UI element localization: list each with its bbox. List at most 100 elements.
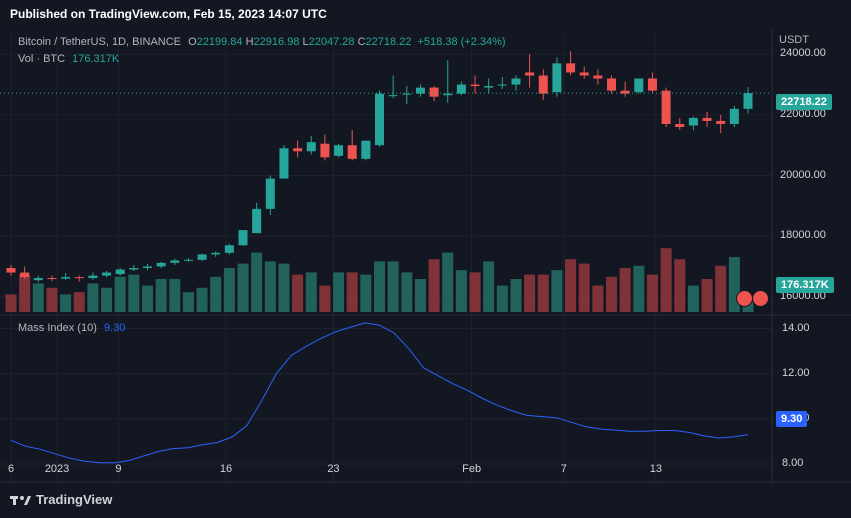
volume-bar [292, 274, 304, 312]
candle-body [497, 84, 507, 86]
candle-body [552, 63, 562, 93]
candle-body [265, 178, 275, 209]
candle-body [334, 145, 344, 156]
volume-bar [114, 276, 126, 312]
mass-tick-label: 12.00 [782, 366, 810, 379]
symbol-legend[interactable]: Bitcoin / TetherUS, 1D, BINANCE O22199.8… [18, 36, 506, 48]
candle-body [252, 208, 262, 234]
volume-bar [196, 287, 208, 312]
mass-index-value: 9.30 [103, 322, 126, 334]
candle-body [634, 78, 644, 93]
time-tick-label: 9 [115, 463, 121, 475]
price-candles [6, 51, 753, 283]
candle-body [607, 78, 617, 91]
candle-body [620, 90, 630, 94]
volume-bar [537, 274, 549, 312]
volume-bar [319, 285, 331, 312]
volume-bar [524, 274, 536, 312]
candle-body [20, 272, 30, 278]
price-tick-label: 20000.00 [780, 168, 826, 181]
volume-bar [210, 276, 222, 312]
time-tick-label: Feb [462, 463, 481, 475]
volume-bar [565, 259, 577, 312]
candle-body [743, 93, 753, 109]
currency-label: USDT [779, 34, 809, 46]
last-price-badge: 22718.22 [776, 94, 832, 110]
candle-body [61, 277, 71, 279]
volume-bar [483, 261, 495, 312]
candle-body [716, 120, 726, 124]
candle-body [579, 72, 589, 76]
us-flag-icon[interactable] [752, 290, 769, 307]
candle-body [402, 93, 412, 95]
low-value: 22047.28 [308, 36, 355, 48]
candle-body [129, 268, 139, 270]
candle-body [593, 75, 603, 79]
time-tick-label: 13 [650, 463, 662, 475]
candle-body [320, 143, 330, 158]
volume-bar [46, 287, 58, 312]
mass-index-legend[interactable]: Mass Index (10) 9.30 [18, 322, 125, 334]
volume-bar [223, 268, 235, 312]
volume-bar [360, 274, 372, 312]
candle-body [511, 78, 521, 85]
candle-body [142, 266, 152, 269]
volume-bar [496, 285, 508, 312]
volume-bar [633, 265, 645, 312]
candle-body [279, 148, 289, 179]
volume-bar [715, 265, 727, 312]
mass-tick-label: 14.00 [782, 321, 810, 334]
candle-body [415, 87, 425, 94]
mass-index-label: Mass Index (10) [18, 322, 97, 334]
volume-bar [264, 261, 276, 312]
volume-bar [87, 283, 99, 312]
tradingview-logo-icon [10, 495, 31, 505]
volume-bar [442, 252, 454, 312]
candle-body [115, 269, 125, 275]
mass-index-line [10, 322, 749, 464]
volume-bar [374, 261, 385, 312]
price-tick-label: 24000.00 [780, 47, 826, 60]
price-tick-label: 18000.00 [780, 229, 826, 242]
time-tick-label: 23 [327, 463, 339, 475]
candle-body [88, 275, 98, 279]
candle-body [375, 93, 384, 146]
close-label: C [357, 36, 366, 48]
time-tick-label: 7 [561, 463, 567, 475]
open-value: 22199.84 [196, 36, 243, 48]
candle-body [361, 140, 371, 159]
volume-legend[interactable]: Vol · BTC 176.317K [18, 53, 119, 65]
candle-body [347, 145, 357, 159]
volume-bar [73, 292, 85, 312]
footer-brand[interactable]: TradingView [10, 492, 112, 507]
high-label: H [245, 36, 254, 48]
candle-body [566, 63, 576, 73]
candle-body [156, 262, 166, 267]
volume-bar [701, 279, 713, 312]
volume-bar [674, 259, 686, 312]
volume-bars [5, 248, 754, 312]
us-flag-icon[interactable] [736, 290, 753, 307]
change-value: +518.38 (+2.34%) [417, 36, 506, 48]
volume-bar [128, 274, 140, 312]
candle-body [211, 252, 221, 255]
candle-body [647, 78, 657, 91]
volume-bar [428, 259, 440, 312]
candle-body [74, 277, 84, 279]
volume-bar [619, 268, 631, 312]
volume-bar [414, 279, 426, 312]
candle-body [429, 87, 439, 97]
volume-bar [455, 270, 467, 312]
volume-bar [182, 292, 194, 312]
volume-bar [155, 279, 167, 312]
volume-bar [333, 272, 345, 312]
candle-body [484, 86, 494, 88]
time-tick-label: 16 [220, 463, 232, 475]
volume-bar [469, 272, 481, 312]
time-axis[interactable]: 6 2023 9 16 23 Feb 7 13 [8, 463, 662, 475]
published-note: Published on TradingView.com, Feb 15, 20… [10, 7, 327, 21]
candle-body [33, 278, 43, 281]
candle-body [729, 108, 739, 124]
volume-bar [606, 276, 618, 312]
